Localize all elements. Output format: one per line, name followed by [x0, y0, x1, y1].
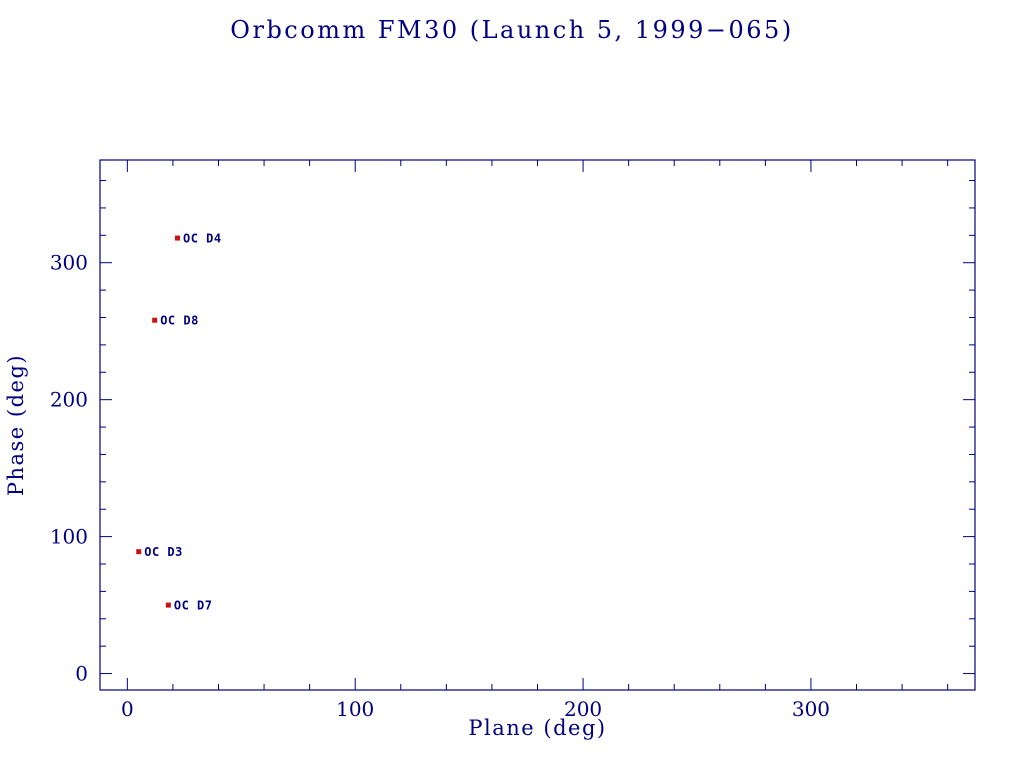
y-tick-label: 200 — [50, 388, 88, 412]
x-tick-label: 200 — [564, 697, 602, 721]
data-point-label: OC D4 — [183, 232, 222, 246]
y-tick-label: 300 — [50, 251, 88, 275]
data-point-marker — [165, 602, 171, 608]
data-point-marker — [174, 235, 180, 241]
x-tick-label: 100 — [336, 697, 374, 721]
data-point-label: OC D8 — [160, 314, 199, 328]
data-point-label: OC D3 — [144, 545, 183, 559]
chart-title: Orbcomm FM30 (Launch 5, 1999−065) — [230, 16, 794, 44]
data-point-marker — [136, 549, 142, 555]
y-tick-label: 0 — [75, 662, 88, 686]
x-axis-title: Plane (deg) — [468, 716, 607, 740]
data-point-marker — [152, 317, 158, 323]
x-tick-label: 300 — [792, 697, 830, 721]
y-axis-title: Phase (deg) — [4, 353, 28, 497]
data-point-label: OC D7 — [174, 599, 213, 613]
plot-frame — [99, 159, 976, 691]
x-tick-label: 0 — [121, 697, 134, 721]
y-tick-label: 100 — [50, 525, 88, 549]
